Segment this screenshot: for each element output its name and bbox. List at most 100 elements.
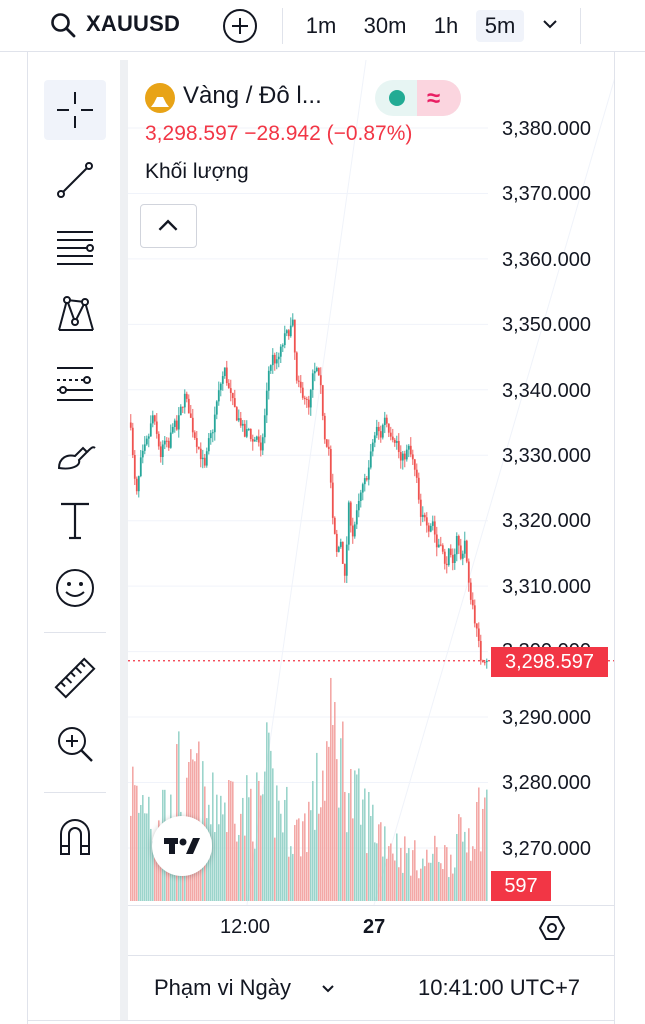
magnet-tool[interactable]	[44, 806, 106, 866]
volume-bar	[228, 780, 230, 901]
volume-bar	[484, 797, 486, 901]
emoji-tool[interactable]	[44, 558, 106, 618]
volume-bar	[284, 799, 286, 901]
candle-body	[147, 436, 150, 439]
candle-body	[277, 356, 280, 360]
volume-bar	[290, 846, 292, 901]
emoji-icon	[56, 569, 94, 607]
candle-body	[273, 354, 276, 364]
prediction-tool[interactable]	[44, 352, 106, 412]
candle-body	[227, 383, 230, 389]
settings-icon[interactable]	[537, 913, 567, 943]
volume-bar	[286, 786, 288, 901]
volume-bar	[292, 853, 294, 901]
candle-body	[187, 398, 190, 414]
volume-bar	[422, 858, 424, 901]
data-delay-button[interactable]	[417, 80, 461, 116]
candle-body	[141, 450, 144, 458]
chevron-down-icon[interactable]	[538, 12, 562, 36]
candle-body	[325, 439, 328, 447]
candle-body	[415, 469, 418, 478]
candle-body	[383, 417, 386, 426]
candle-body	[315, 367, 318, 372]
volume-bar	[402, 872, 404, 901]
collapse-legend-button[interactable]	[140, 204, 197, 248]
volume-bar	[436, 847, 438, 901]
tradingview-logo[interactable]	[152, 816, 212, 876]
candle-body	[295, 352, 298, 381]
candle-body	[457, 536, 460, 546]
candle-body	[421, 514, 424, 517]
volume-bar	[308, 801, 310, 901]
candle-body	[321, 385, 324, 416]
volume-indicator-title[interactable]: Khối lượng	[145, 160, 249, 183]
volume-bar	[332, 725, 334, 901]
pattern-tool[interactable]	[44, 284, 106, 344]
volume-bar	[266, 722, 268, 901]
symbol-name[interactable]: XAUUSD	[86, 11, 181, 36]
price-tick: 3,350.000	[502, 314, 591, 336]
candle-body	[355, 510, 358, 525]
candle-body	[161, 444, 164, 458]
volume-bar	[382, 856, 384, 901]
candle-body	[335, 533, 338, 552]
add-symbol-icon[interactable]	[222, 8, 258, 44]
candle-body	[133, 455, 136, 479]
candle-body	[405, 449, 408, 460]
candle-body	[347, 502, 350, 545]
candle-body	[307, 399, 310, 408]
volume-bar	[248, 797, 250, 901]
date-range-selector[interactable]: Phạm vi Ngày	[154, 975, 291, 1000]
time-tick: 27	[363, 916, 386, 938]
trend-line-tool[interactable]	[44, 150, 106, 210]
candle-body	[409, 445, 412, 455]
timeframe-30m[interactable]: 30m	[363, 13, 407, 38]
brush-tool[interactable]	[44, 422, 106, 482]
volume-value-label: 597	[491, 871, 551, 901]
timeframe-5m[interactable]: 5m	[476, 10, 524, 42]
volume-bar	[310, 810, 312, 901]
price-tick: 3,370.000	[502, 183, 591, 205]
volume-bar	[448, 877, 450, 901]
price-tick: 3,360.000	[502, 249, 591, 271]
text-tool[interactable]	[44, 490, 106, 550]
zoom-in-tool[interactable]	[44, 714, 106, 774]
candle-body	[389, 432, 392, 437]
timeframe-1h[interactable]: 1h	[433, 13, 459, 38]
candle-body	[263, 415, 266, 438]
instrument-name[interactable]: Vàng / Đô l...	[183, 82, 322, 109]
fib-retracement-tool[interactable]	[44, 216, 106, 276]
volume-bar	[318, 813, 320, 901]
crosshair-tool[interactable]	[44, 80, 106, 140]
time-tick: 12:00	[220, 916, 271, 938]
candle-body	[455, 536, 458, 555]
volume-bar	[240, 813, 242, 901]
volume-bar	[438, 861, 440, 901]
candle-body	[433, 521, 436, 535]
chevron-down-icon[interactable]	[318, 978, 338, 998]
clock-timezone[interactable]: 10:41:00 UTC+7	[418, 975, 581, 1000]
candle-body	[469, 582, 472, 600]
candle-body	[157, 433, 160, 447]
chart-pane[interactable]	[128, 60, 614, 905]
candle-body	[427, 525, 430, 532]
timeframe-1m[interactable]: 1m	[305, 13, 337, 38]
frame-border	[614, 52, 615, 1024]
market-open-icon[interactable]	[389, 90, 405, 106]
candle-body	[231, 392, 234, 399]
candle-body	[453, 554, 456, 564]
volume-bar	[430, 862, 432, 901]
search-icon[interactable]	[50, 12, 76, 38]
candle-body	[135, 478, 138, 492]
candle-body	[437, 544, 440, 548]
candle-body	[269, 365, 272, 371]
ruler-tool[interactable]	[44, 648, 106, 708]
legend-status-group[interactable]: ≈	[375, 80, 461, 116]
volume-bar	[446, 847, 448, 901]
candle-body	[331, 482, 334, 518]
volume-bar	[426, 849, 428, 901]
candle-body	[299, 381, 302, 388]
candle-body	[223, 367, 226, 377]
chart-canvas[interactable]	[128, 60, 614, 905]
volume-bar	[384, 826, 386, 901]
